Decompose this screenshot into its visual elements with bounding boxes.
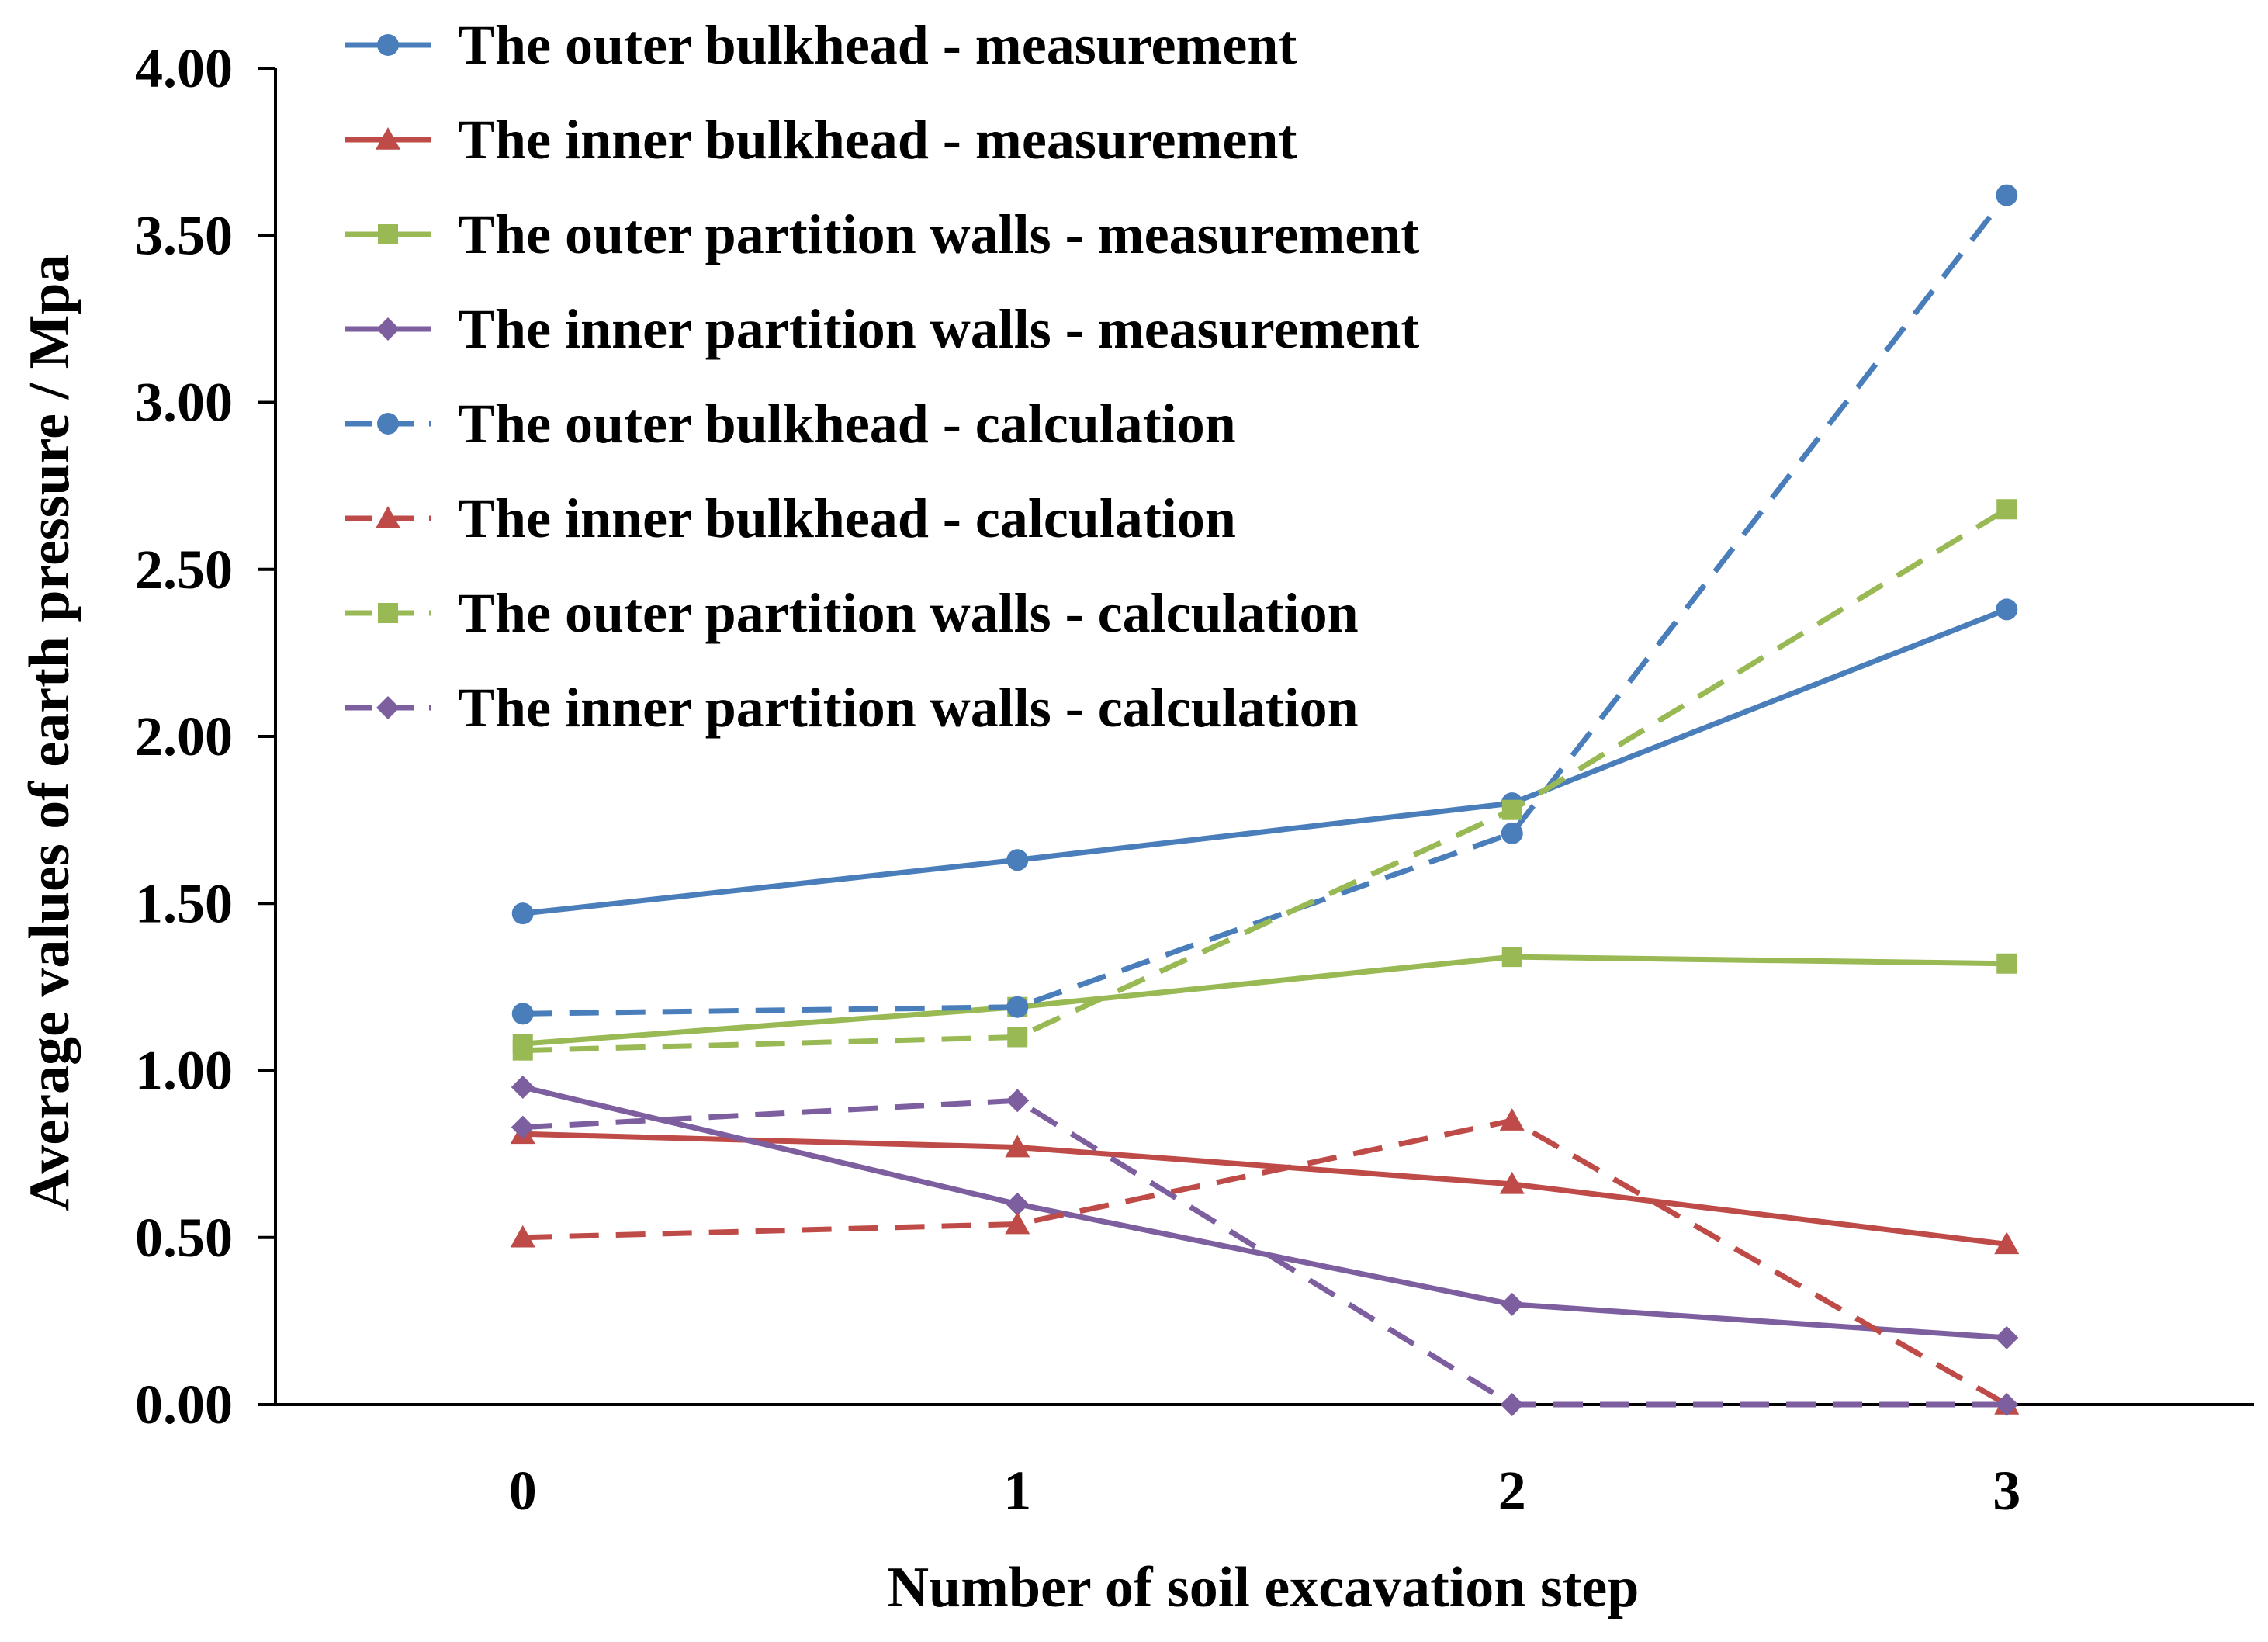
data-point <box>1501 799 1522 820</box>
data-point <box>1006 1192 1030 1216</box>
axes: 0.00 0.50 1.00 1.50 2.00 2.50 3.00 3.50 4.00 0 1 2 3 <box>135 37 2254 1522</box>
legend-label: The outer bulkhead - calculation <box>458 393 1236 455</box>
data-point <box>1500 1292 1524 1316</box>
data-point <box>1996 184 2018 206</box>
data-point <box>510 1225 535 1248</box>
x-tick-label: 0 <box>509 1460 537 1522</box>
data-point <box>1499 1108 1525 1131</box>
x-tick-label: 1 <box>1003 1460 1031 1522</box>
data-point <box>1007 1027 1028 1048</box>
y-axis-title: Average values of earth pressure / Mpa <box>18 254 81 1211</box>
data-point <box>1499 1171 1525 1194</box>
legend-swatch-marker <box>377 413 399 435</box>
y-tick-label: 1.00 <box>135 1040 233 1102</box>
legend-label: The inner bulkhead - measurement <box>458 109 1297 171</box>
x-axis-title: Number of soil excavation step <box>888 1556 1640 1619</box>
data-point <box>1996 499 2017 520</box>
data-point <box>1006 1089 1030 1113</box>
y-tick-label: 0.50 <box>135 1207 233 1269</box>
legend-swatch-marker <box>378 603 398 623</box>
legend-label: The inner partition walls - measurement <box>458 298 1419 360</box>
legend-label: The outer bulkhead - measurement <box>458 14 1297 76</box>
data-point <box>1994 1232 2020 1255</box>
legend-entry: The inner bulkhead - calculation <box>345 487 1236 549</box>
data-point <box>1005 1135 1030 1158</box>
series-line <box>522 1097 2007 1408</box>
series-3 <box>512 947 2017 1055</box>
series-6 <box>510 1108 2020 1415</box>
series-2 <box>510 1121 2020 1255</box>
y-tick-label: 2.00 <box>135 705 233 767</box>
legend-swatch-marker <box>376 506 400 528</box>
series-line <box>522 1117 2008 1408</box>
data-point <box>1995 1325 2019 1349</box>
y-tick-label: 3.50 <box>135 204 233 266</box>
x-tick-label: 3 <box>1993 1460 2020 1522</box>
series-line <box>522 954 2007 1047</box>
legend-swatch-marker <box>378 224 398 244</box>
series-line <box>522 193 2010 1017</box>
legend-label: The outer partition walls - calculation <box>458 582 1359 644</box>
series-1 <box>511 598 2018 925</box>
legend-label: The inner bulkhead - calculation <box>458 487 1236 549</box>
data-point <box>512 1040 533 1061</box>
data-point <box>1500 1393 1524 1416</box>
y-tick-label: 1.50 <box>135 872 233 934</box>
legend-label: The outer partition walls - measurement <box>458 203 1419 265</box>
legend-entry: The inner bulkhead - measurement <box>345 109 1297 171</box>
legend-entry: The outer partition walls - calculation <box>345 582 1359 644</box>
series-line <box>522 1131 2007 1247</box>
legend-entry: The outer bulkhead - measurement <box>345 14 1297 76</box>
data-point <box>1501 947 1522 968</box>
series-5 <box>511 184 2018 1025</box>
series-line <box>522 507 2009 1054</box>
series-7 <box>512 499 2017 1061</box>
data-point <box>511 902 534 925</box>
data-point <box>1995 1393 2019 1416</box>
legend-entry: The inner partition walls - calculation <box>345 677 1359 739</box>
legend-swatch-marker <box>376 317 400 341</box>
legend: The outer bulkhead - measurement The inne… <box>345 14 1419 739</box>
data-point <box>1501 822 1523 844</box>
data-point <box>511 1076 535 1100</box>
legend-label: The inner partition walls - calculation <box>458 677 1359 739</box>
legend-swatch-marker <box>377 34 399 56</box>
legend-entry: The outer bulkhead - calculation <box>345 393 1236 455</box>
series-line <box>521 1084 2007 1341</box>
series-group <box>510 184 2020 1416</box>
data-point <box>1005 1211 1030 1235</box>
x-tick-label: 2 <box>1498 1460 1526 1522</box>
data-point <box>1996 953 2017 974</box>
legend-swatch-marker <box>376 696 400 719</box>
legend-entry: The outer partition walls - measurement <box>345 203 1419 265</box>
data-point <box>1006 849 1029 871</box>
legend-entry: The inner partition walls - measurement <box>345 298 1419 360</box>
legend-swatch-marker <box>376 127 400 150</box>
series-8 <box>511 1089 2019 1416</box>
y-tick-label: 4.00 <box>135 37 233 99</box>
y-tick-label: 3.00 <box>135 372 233 434</box>
data-point <box>1996 598 2018 621</box>
data-point <box>511 1003 534 1025</box>
series-line <box>522 607 2008 916</box>
y-tick-label: 0.00 <box>135 1374 233 1436</box>
y-tick-label: 2.50 <box>135 539 233 601</box>
data-point <box>1006 996 1029 1018</box>
data-point <box>511 1115 535 1139</box>
series-4 <box>511 1076 2019 1349</box>
